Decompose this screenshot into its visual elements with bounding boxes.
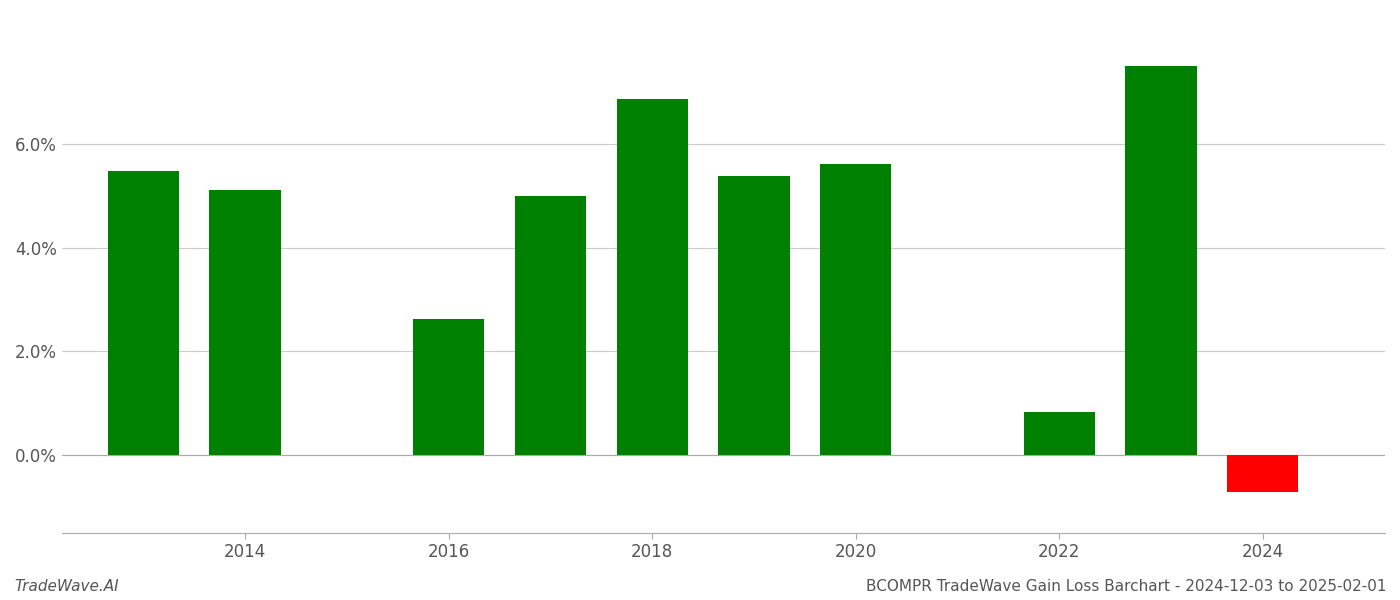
Bar <box>718 176 790 455</box>
Text: TradeWave.AI: TradeWave.AI <box>14 579 119 594</box>
Bar <box>820 164 892 455</box>
Bar <box>1228 455 1298 492</box>
Text: BCOMPR TradeWave Gain Loss Barchart - 2024-12-03 to 2025-02-01: BCOMPR TradeWave Gain Loss Barchart - 20… <box>865 579 1386 594</box>
Bar <box>210 190 280 455</box>
Bar <box>1023 412 1095 455</box>
Bar <box>515 196 587 455</box>
Bar <box>616 99 687 455</box>
Bar <box>413 319 484 455</box>
Bar <box>1126 66 1197 455</box>
Bar <box>108 172 179 455</box>
